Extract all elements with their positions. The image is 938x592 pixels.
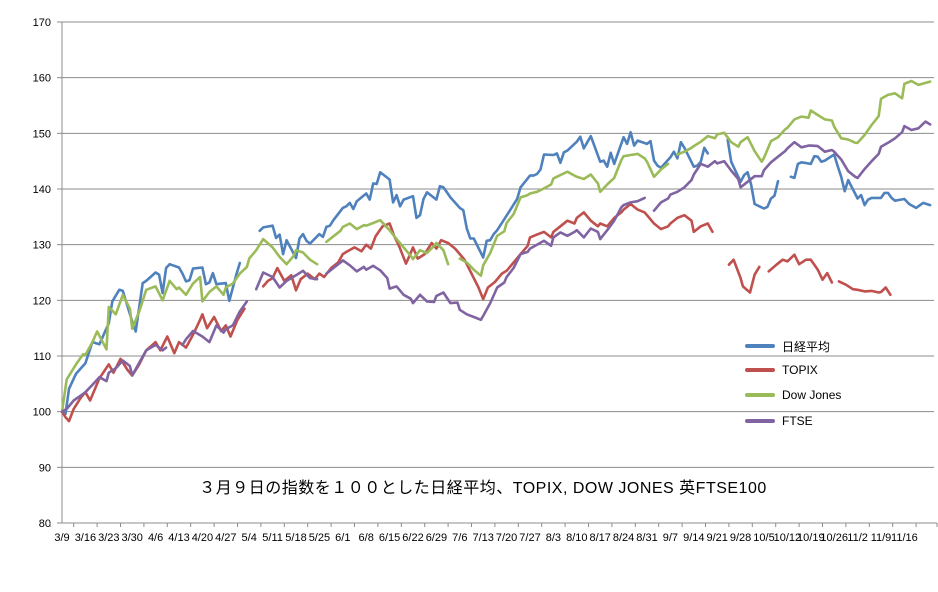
series-line-ftse-seg0 — [60, 343, 168, 414]
x-axis-tick-label: 10/12 — [774, 532, 802, 544]
x-axis-tick-label: 3/9 — [54, 532, 69, 544]
series-line-nikkei-seg3 — [789, 153, 932, 210]
x-axis-tick-label: 5/4 — [242, 532, 257, 544]
legend-line-swatch-ftse — [745, 419, 775, 423]
x-axis-tick-label: 11/9 — [871, 532, 892, 544]
x-axis-tick-label: 3/30 — [121, 532, 142, 544]
series-line-ftse-seg1 — [181, 300, 249, 347]
x-axis-tick-label: 8/10 — [566, 532, 587, 544]
y-axis-tick-label: 170 — [33, 17, 51, 29]
x-axis-tick-label: 9/7 — [663, 532, 678, 544]
x-axis-tick-label: 4/13 — [168, 532, 189, 544]
series-line-topix-seg2 — [727, 258, 761, 294]
legend-item-topix: TOPIX — [745, 362, 818, 378]
y-axis-tick-label: 110 — [33, 351, 51, 363]
x-axis-tick-label: 8/31 — [636, 532, 657, 544]
y-axis-tick-label: 100 — [33, 407, 51, 419]
x-axis-tick-label: 7/27 — [519, 532, 540, 544]
series-line-dowjones-seg3 — [676, 79, 932, 163]
legend-label-nikkei: 日経平均 — [782, 339, 831, 354]
series-line-topix-seg3 — [767, 253, 834, 284]
x-axis-tick-label: 10/5 — [753, 532, 774, 544]
x-axis-tick-label: 5/11 — [262, 532, 283, 544]
x-axis-tick-label: 10/19 — [797, 532, 825, 544]
legend-line-swatch-topix — [745, 368, 775, 372]
x-axis-tick-label: 6/29 — [426, 532, 447, 544]
x-axis-tick-label: 9/14 — [683, 532, 704, 544]
y-axis-tick-label: 120 — [33, 295, 51, 307]
y-axis-tick-label: 90 — [39, 462, 51, 474]
x-axis-tick-label: 8/17 — [589, 532, 610, 544]
legend-label-dowjones: Dow Jones — [782, 388, 842, 402]
x-axis-tick-label: 4/27 — [215, 532, 236, 544]
x-axis-tick-label: 5/25 — [309, 532, 330, 544]
series-line-ftse-seg3 — [325, 196, 647, 322]
y-axis-tick-label: 80 — [39, 518, 51, 530]
legend-label-ftse: FTSE — [782, 414, 813, 428]
x-axis-tick-label: 9/21 — [706, 532, 727, 544]
x-axis-tick-label: 6/8 — [359, 532, 374, 544]
legend-item-ftse: FTSE — [745, 413, 813, 429]
series-line-topix-seg4 — [837, 280, 892, 297]
series-line-nikkei-seg0 — [60, 261, 242, 416]
legend: 日経平均 TOPIX Dow Jones FTSE — [745, 0, 935, 587]
x-axis-tick-label: 8/24 — [613, 532, 634, 544]
legend-item-nikkei: 日経平均 — [745, 338, 830, 354]
x-axis-tick-label: 6/1 — [335, 532, 350, 544]
x-axis-tick-label: 4/20 — [192, 532, 213, 544]
y-axis-tick-label: 160 — [33, 73, 51, 85]
x-axis-tick-label: 3/23 — [98, 532, 119, 544]
series-line-dowjones-seg0 — [60, 237, 319, 414]
series-line-ftse-seg4 — [652, 120, 932, 212]
x-axis-tick-label: 8/3 — [546, 532, 561, 544]
series-line-topix-seg1 — [261, 202, 714, 301]
x-axis-tick-label: 4/6 — [148, 532, 163, 544]
y-axis-tick-label: 150 — [33, 128, 51, 140]
legend-item-dowjones: Dow Jones — [745, 387, 841, 403]
x-axis-tick-label: 6/15 — [379, 532, 400, 544]
y-axis-tick-label: 130 — [33, 240, 51, 252]
x-axis-tick-label: 11/16 — [891, 532, 918, 544]
x-axis-tick-label: 5/18 — [285, 532, 306, 544]
series-line-ftse-seg2 — [254, 269, 319, 291]
x-axis-tick-label: 9/28 — [730, 532, 751, 544]
legend-label-topix: TOPIX — [782, 363, 818, 377]
legend-line-swatch-nikkei — [745, 344, 775, 348]
series-line-nikkei-seg1 — [258, 130, 710, 260]
y-axis-tick-label: 140 — [33, 184, 51, 196]
x-axis-tick-label: 3/16 — [75, 532, 96, 544]
x-axis-tick-label: 7/13 — [472, 532, 493, 544]
series-line-dowjones-seg2 — [458, 152, 670, 278]
series-line-dowjones-seg1 — [325, 218, 450, 266]
x-axis-tick-label: 7/6 — [452, 532, 467, 544]
chart-title: ３月９日の指数を１００とした日経平均、TOPIX, DOW JONES 英FTS… — [199, 480, 767, 497]
x-axis-tick-label: 11/2 — [847, 532, 868, 544]
x-axis-tick-label: 6/22 — [402, 532, 423, 544]
legend-line-swatch-dowjones — [745, 393, 775, 397]
x-axis-tick-label: 7/20 — [496, 532, 517, 544]
x-axis-tick-label: 10/26 — [820, 532, 848, 544]
